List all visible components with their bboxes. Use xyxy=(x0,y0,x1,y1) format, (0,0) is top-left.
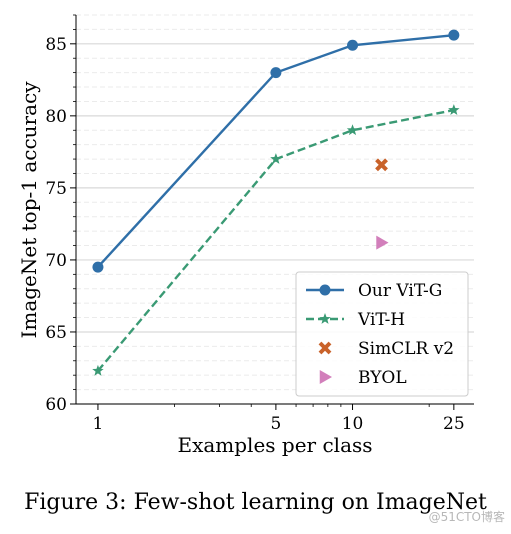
y-tick-label: 60 xyxy=(45,395,67,415)
data-point xyxy=(376,235,389,250)
legend-entry: BYOL xyxy=(319,368,407,388)
legend-label: SimCLR v2 xyxy=(358,339,454,359)
legend-entry: Our ViT-G xyxy=(306,281,442,301)
y-tick-label: 80 xyxy=(45,107,67,127)
legend-marker xyxy=(319,313,331,324)
x-tick-label: 1 xyxy=(93,414,104,434)
data-point xyxy=(346,124,359,136)
legend-label: Our ViT-G xyxy=(358,281,442,301)
legend-label: BYOL xyxy=(358,368,407,388)
figure-caption: Figure 3: Few-shot learning on ImageNet xyxy=(24,490,487,515)
series-1 xyxy=(92,104,460,376)
data-point xyxy=(270,153,282,164)
x-marker-stroke xyxy=(375,158,388,172)
x-tick-label: 5 xyxy=(270,414,281,434)
legend-label: ViT-H xyxy=(357,310,405,330)
legend-marker xyxy=(318,341,332,355)
x-axis-label: Examples per class xyxy=(177,433,372,457)
axes: 60 65 70 75 80 85 1 5 10 25 xyxy=(45,14,474,434)
data-point xyxy=(347,39,359,51)
series-3 xyxy=(376,235,389,250)
series-line xyxy=(97,34,454,268)
data-point xyxy=(270,67,282,79)
series-line xyxy=(96,108,455,372)
legend: Our ViT-G ViT-H SimCLR v2 BYOL xyxy=(295,271,469,397)
legend-marker xyxy=(319,370,332,384)
y-tick-label: 65 xyxy=(45,323,67,343)
series-2 xyxy=(375,158,388,172)
x-tick-label: 10 xyxy=(342,414,364,434)
series-0 xyxy=(92,29,460,273)
y-tick-label: 75 xyxy=(45,179,67,199)
legend-entry: ViT-H xyxy=(306,310,405,330)
legend-marker xyxy=(319,284,331,296)
series-layer xyxy=(92,29,460,376)
data-point xyxy=(448,29,460,41)
data-point xyxy=(92,364,104,376)
data-point xyxy=(375,158,388,172)
watermark: @51CTO博客 xyxy=(428,510,505,524)
legend-entry: SimCLR v2 xyxy=(318,339,454,359)
x-tick-label: 25 xyxy=(443,414,465,434)
y-tick-label: 70 xyxy=(45,251,67,271)
data-point xyxy=(92,261,104,273)
y-axis-label: ImageNet top-1 accuracy xyxy=(17,81,41,339)
legend-box xyxy=(295,271,469,397)
data-point xyxy=(448,104,460,115)
x-marker-stroke xyxy=(318,341,332,355)
y-tick-label: 85 xyxy=(45,35,67,55)
